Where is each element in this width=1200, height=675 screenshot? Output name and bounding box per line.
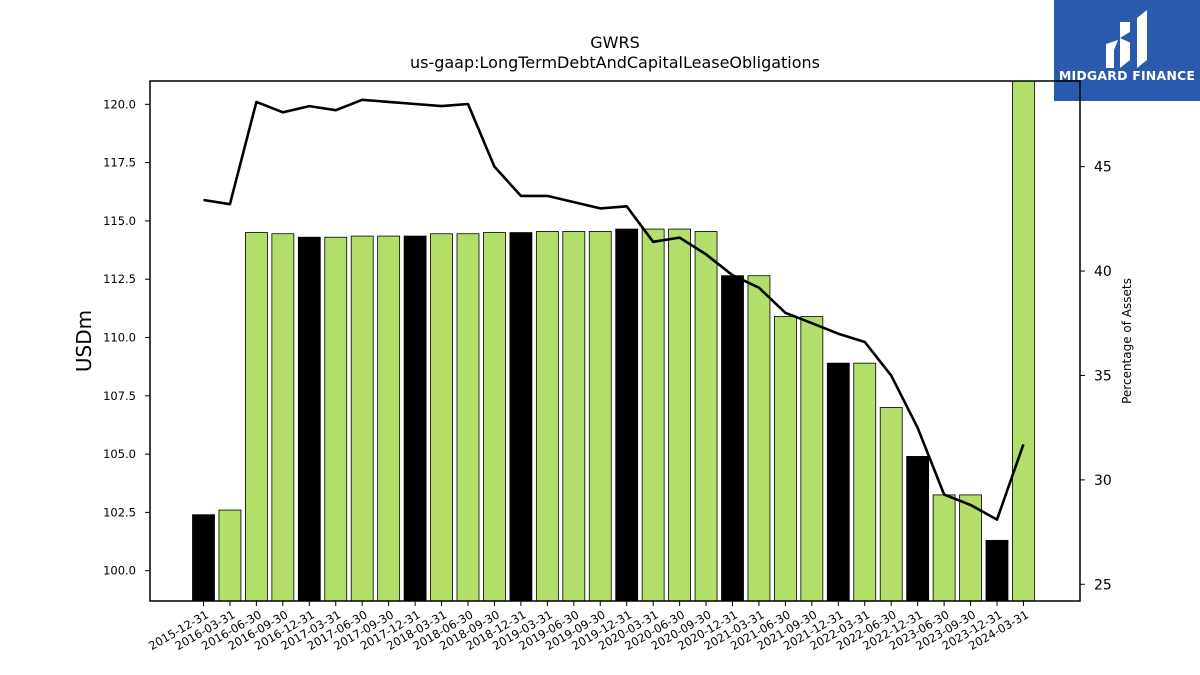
percentage-line	[203, 98, 1025, 521]
bar	[271, 233, 295, 602]
bar	[535, 231, 559, 602]
bar	[244, 232, 268, 602]
y2-tick-label: 40	[1094, 264, 1112, 280]
midgard-m-logo-icon	[1106, 10, 1147, 68]
bar	[906, 456, 930, 602]
bar	[377, 235, 401, 602]
y2-tick-label: 30	[1094, 473, 1112, 489]
bar	[483, 232, 506, 602]
y-tick-label: 105.0	[103, 447, 136, 461]
y2-tick-label: 25	[1094, 577, 1112, 593]
bar	[694, 231, 718, 602]
y-tick-label: 117.5	[103, 156, 136, 170]
bar	[562, 231, 586, 602]
bar	[324, 236, 348, 602]
bar	[985, 539, 1009, 602]
bar	[297, 236, 321, 602]
bar	[668, 228, 691, 602]
y-tick-label: 112.5	[103, 272, 136, 286]
bar	[641, 228, 665, 602]
y2-axis-label: Percentage of Assets	[1120, 278, 1134, 404]
bar	[826, 362, 850, 602]
brand-logo: MIDGARD FINANCE	[1054, 0, 1200, 101]
y-tick-label: 107.5	[103, 389, 136, 403]
bar	[959, 494, 982, 602]
bar	[430, 233, 453, 602]
y-axis-label: USDm	[72, 310, 96, 372]
bar	[615, 228, 639, 602]
bar	[932, 494, 956, 602]
y-tick-label: 100.0	[103, 564, 136, 578]
bar	[879, 407, 903, 602]
bar	[350, 235, 374, 602]
chart-subtitle: us-gaap:LongTermDebtAndCapitalLeaseOblig…	[409, 53, 821, 72]
y-tick-label: 115.0	[103, 214, 136, 228]
bar	[192, 514, 215, 602]
y-tick-label: 110.0	[103, 331, 136, 345]
bar	[456, 233, 480, 602]
chart-title: GWRS	[590, 33, 640, 52]
bar	[853, 362, 877, 602]
bar	[403, 235, 427, 602]
y2-tick-label: 35	[1094, 368, 1112, 384]
bar	[218, 509, 242, 602]
plot-frame	[149, 80, 1081, 602]
y2-tick-label: 45	[1094, 160, 1112, 176]
bar	[800, 316, 824, 602]
bar	[774, 316, 797, 602]
bar	[721, 275, 744, 602]
y-tick-label: 120.0	[103, 97, 136, 111]
bar	[509, 232, 533, 602]
y-tick-label: 102.5	[103, 505, 136, 519]
brand-name: MIDGARD FINANCE	[1058, 68, 1196, 83]
bar	[747, 275, 771, 602]
bar	[1012, 80, 1035, 602]
bar	[588, 231, 612, 602]
